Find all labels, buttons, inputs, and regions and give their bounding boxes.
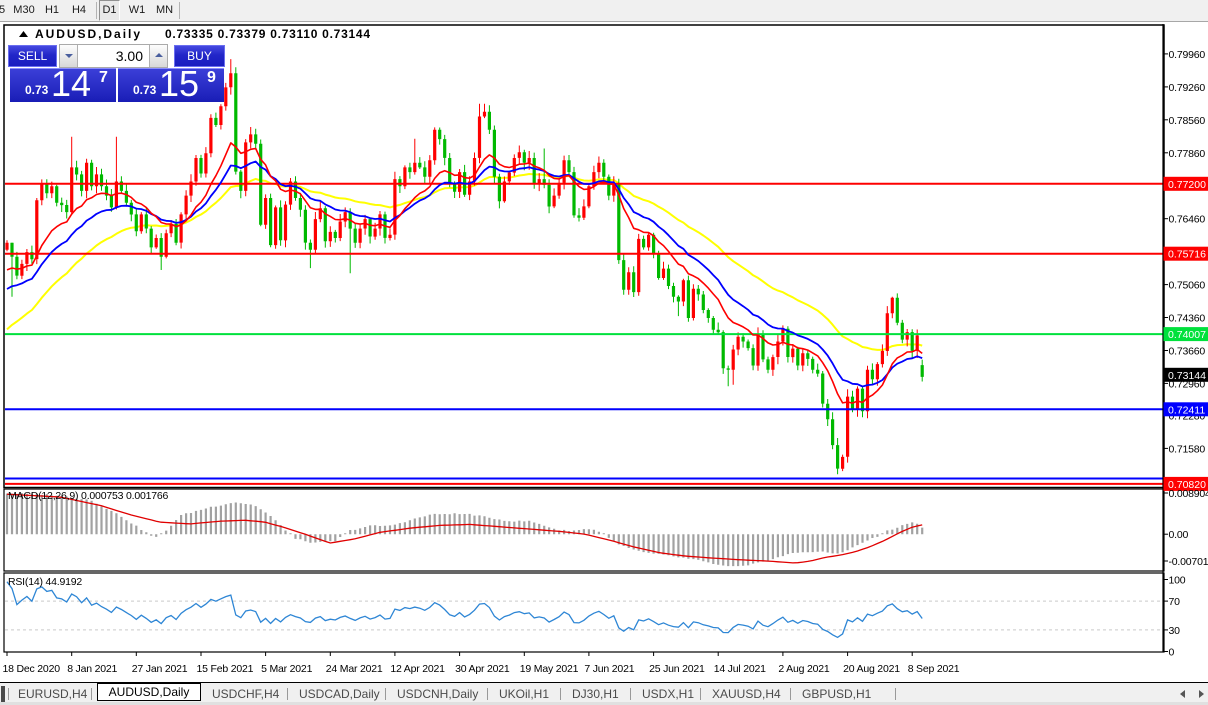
svg-text:14 Jul 2021: 14 Jul 2021 (714, 663, 766, 675)
svg-text:AUDUSD,Daily: AUDUSD,Daily (35, 27, 140, 41)
svg-text:7 Jun 2021: 7 Jun 2021 (584, 663, 634, 675)
svg-text:12 Apr 2021: 12 Apr 2021 (390, 663, 445, 675)
svg-text:27 Jan 2021: 27 Jan 2021 (132, 663, 188, 675)
svg-text:0.79960: 0.79960 (1169, 49, 1206, 61)
svg-text:0.008904: 0.008904 (1169, 488, 1208, 500)
svg-text:0.77200: 0.77200 (1168, 179, 1206, 191)
svg-text:100: 100 (1169, 575, 1186, 587)
svg-text:0.73335 0.73379 0.73110 0.7314: 0.73335 0.73379 0.73110 0.73144 (165, 27, 370, 41)
svg-text:30 Apr 2021: 30 Apr 2021 (455, 663, 510, 675)
svg-text:0.73660: 0.73660 (1169, 346, 1206, 358)
svg-text:2 Aug 2021: 2 Aug 2021 (778, 663, 829, 675)
svg-text:70: 70 (1169, 596, 1181, 608)
svg-text:0.78560: 0.78560 (1169, 115, 1206, 127)
svg-text:15 Feb 2021: 15 Feb 2021 (197, 663, 254, 675)
svg-text:-0.007013: -0.007013 (1169, 556, 1208, 568)
svg-text:0.00: 0.00 (1169, 529, 1189, 541)
svg-text:0.71580: 0.71580 (1169, 443, 1206, 455)
svg-text:25 Jun 2021: 25 Jun 2021 (649, 663, 705, 675)
svg-text:0.77860: 0.77860 (1169, 148, 1206, 160)
svg-text:24 Mar 2021: 24 Mar 2021 (326, 663, 383, 675)
svg-text:0.74360: 0.74360 (1169, 313, 1206, 325)
svg-text:20 Aug 2021: 20 Aug 2021 (843, 663, 900, 675)
svg-text:0.74007: 0.74007 (1168, 329, 1206, 341)
svg-text:0.75716: 0.75716 (1168, 249, 1206, 261)
svg-text:0.75060: 0.75060 (1169, 280, 1206, 292)
svg-text:MACD(12,26,9) 0.000753 0.00176: MACD(12,26,9) 0.000753 0.001766 (8, 490, 169, 502)
svg-text:8 Sep 2021: 8 Sep 2021 (908, 663, 960, 675)
svg-text:30: 30 (1169, 625, 1181, 637)
svg-text:0.70820: 0.70820 (1168, 479, 1206, 491)
svg-text:0.76460: 0.76460 (1169, 214, 1206, 226)
svg-text:RSI(14) 44.9192: RSI(14) 44.9192 (8, 576, 82, 588)
svg-text:19 May 2021: 19 May 2021 (520, 663, 579, 675)
svg-text:5 Mar 2021: 5 Mar 2021 (261, 663, 312, 675)
svg-text:0.72411: 0.72411 (1168, 404, 1205, 416)
svg-text:0.73144: 0.73144 (1168, 370, 1206, 382)
svg-text:0.79260: 0.79260 (1169, 82, 1206, 94)
svg-text:18 Dec 2020: 18 Dec 2020 (3, 663, 61, 675)
svg-text:0: 0 (1169, 647, 1175, 659)
svg-text:8 Jan 2021: 8 Jan 2021 (67, 663, 117, 675)
